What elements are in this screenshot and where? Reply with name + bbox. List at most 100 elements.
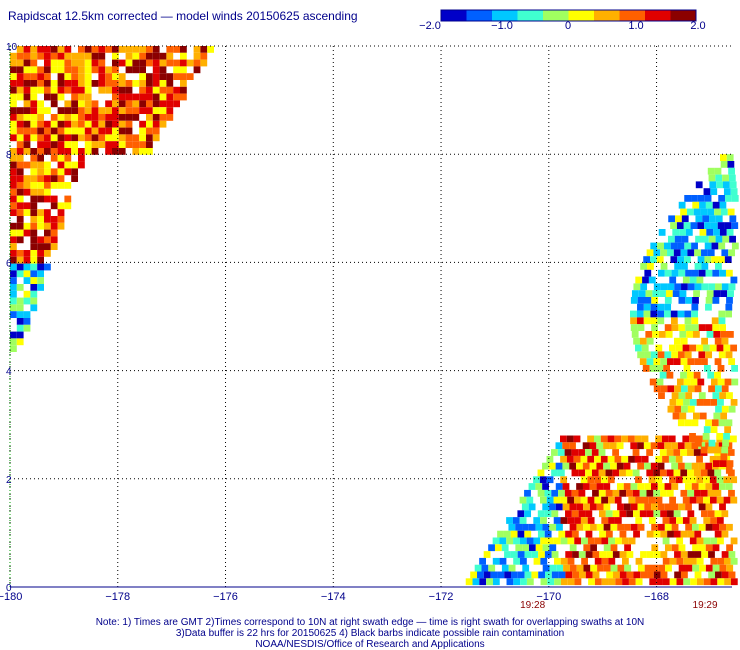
wind-cell [657, 317, 665, 325]
wind-cell [98, 52, 106, 60]
wind-cell [139, 100, 146, 108]
wind-cell [674, 405, 682, 413]
wind-cell [721, 385, 729, 393]
wind-cell [724, 426, 732, 433]
wind-cell [696, 496, 704, 504]
wind-cell [635, 476, 642, 484]
wind-cell [572, 571, 580, 579]
wind-cell [599, 510, 606, 518]
wind-cell [91, 46, 99, 53]
wind-cell [700, 469, 708, 477]
wind-cell [71, 66, 78, 74]
wind-cell [719, 201, 727, 209]
wind-cell [71, 100, 78, 108]
latitude-label: 10 [6, 42, 18, 53]
wind-cell [687, 249, 695, 257]
wind-cell [64, 168, 72, 176]
wind-cell [719, 460, 727, 467]
wind-cell [703, 188, 711, 195]
wind-cell [679, 290, 687, 297]
wind-cell [716, 496, 724, 504]
wind-cell [200, 59, 208, 67]
wind-cell [718, 310, 726, 318]
wind-cell [696, 276, 704, 284]
wind-cell [701, 551, 709, 558]
wind-cell [30, 86, 38, 94]
wind-cell [653, 283, 661, 291]
wind-cell [159, 100, 167, 108]
wind-cell [23, 100, 31, 108]
wind-cell [10, 114, 17, 121]
wind-cell [132, 100, 140, 108]
wind-cell [57, 148, 65, 155]
wind-cell [727, 161, 735, 168]
wind-cell [687, 469, 694, 477]
wind-cell [44, 93, 51, 101]
wind-cell [719, 523, 727, 531]
wind-cell [44, 59, 51, 67]
wind-cell [727, 449, 735, 456]
wind-cell [524, 571, 532, 579]
wind-cell [582, 442, 590, 450]
wind-cell [669, 557, 677, 565]
wind-cell [673, 358, 681, 365]
wind-cell [599, 530, 606, 538]
wind-cell [587, 517, 595, 524]
wind-cell [650, 483, 658, 490]
wind-cell [726, 564, 734, 572]
wind-cell [710, 188, 718, 195]
wind-cell [710, 517, 717, 524]
wind-cell [506, 578, 514, 586]
wind-cell [105, 120, 112, 128]
wind-cell [23, 86, 31, 94]
wind-cell [708, 385, 715, 393]
wind-cell [615, 578, 623, 586]
wind-cell [610, 523, 618, 531]
wind-cell [637, 351, 645, 359]
wind-cell [537, 489, 545, 497]
wind-cell [696, 537, 704, 545]
wind-cell [560, 557, 568, 565]
wind-cell [619, 489, 627, 497]
wind-cell [118, 46, 126, 53]
wind-cell [726, 523, 733, 531]
wind-cell [37, 209, 44, 216]
wind-cell [689, 433, 696, 440]
wind-cell [519, 496, 527, 504]
wind-cell [671, 392, 679, 399]
wind-cell [569, 564, 577, 572]
wind-cell [673, 510, 681, 518]
wind-cell [711, 242, 719, 250]
wind-cell [693, 290, 700, 297]
wind-cell [30, 46, 38, 53]
wind-cell [16, 93, 24, 101]
wind-cell [605, 489, 613, 497]
wind-cell [585, 469, 592, 477]
wind-cell [714, 385, 722, 393]
wind-cell [693, 371, 701, 379]
wind-cell [23, 188, 31, 196]
wind-cell [50, 175, 58, 182]
wind-cell [648, 276, 656, 284]
wind-cell [607, 496, 615, 504]
wind-cell [698, 351, 706, 359]
wind-cell [705, 419, 712, 427]
wind-cell [166, 46, 174, 53]
wind-cell [687, 283, 695, 291]
wind-cell [696, 557, 704, 565]
wind-cell [641, 344, 649, 352]
wind-cell [691, 242, 698, 250]
wind-cell [569, 462, 577, 470]
wind-cell [598, 449, 606, 456]
wind-cell [605, 530, 613, 538]
wind-cell [726, 392, 733, 399]
colorbar-tick-label: 1.0 [628, 20, 644, 32]
wind-cell [578, 551, 586, 558]
wind-cell [639, 337, 647, 345]
wind-cell [726, 229, 734, 236]
wind-cell [672, 290, 680, 297]
wind-cell [624, 544, 631, 552]
wind-cell [691, 303, 699, 311]
wind-cell [664, 503, 672, 511]
wind-cell [705, 544, 713, 552]
